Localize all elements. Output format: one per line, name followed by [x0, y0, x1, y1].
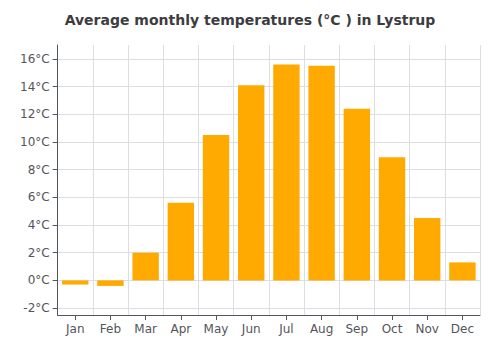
- svg-text:0°C: 0°C: [28, 273, 50, 287]
- svg-text:Aug: Aug: [310, 322, 333, 336]
- svg-text:12°C: 12°C: [20, 107, 50, 121]
- svg-text:Dec: Dec: [451, 322, 474, 336]
- svg-text:10°C: 10°C: [20, 135, 50, 149]
- svg-text:Jul: Jul: [278, 322, 293, 336]
- svg-text:Sep: Sep: [346, 322, 369, 336]
- svg-text:2°C: 2°C: [28, 246, 50, 260]
- svg-text:Average monthly temperatures (: Average monthly temperatures (°C ) in Ly…: [65, 12, 436, 28]
- svg-text:8°C: 8°C: [28, 163, 50, 177]
- svg-text:4°C: 4°C: [28, 218, 50, 232]
- svg-text:16°C: 16°C: [20, 52, 50, 66]
- svg-text:Jan: Jan: [65, 322, 85, 336]
- svg-text:6°C: 6°C: [28, 190, 50, 204]
- svg-text:-2°C: -2°C: [23, 301, 49, 315]
- svg-text:Feb: Feb: [100, 322, 121, 336]
- svg-text:May: May: [204, 322, 229, 336]
- svg-text:14°C: 14°C: [20, 80, 50, 94]
- svg-text:Nov: Nov: [415, 322, 438, 336]
- svg-text:Mar: Mar: [134, 322, 157, 336]
- svg-text:Jun: Jun: [241, 322, 261, 336]
- svg-text:Oct: Oct: [382, 322, 403, 336]
- svg-text:Apr: Apr: [170, 322, 191, 336]
